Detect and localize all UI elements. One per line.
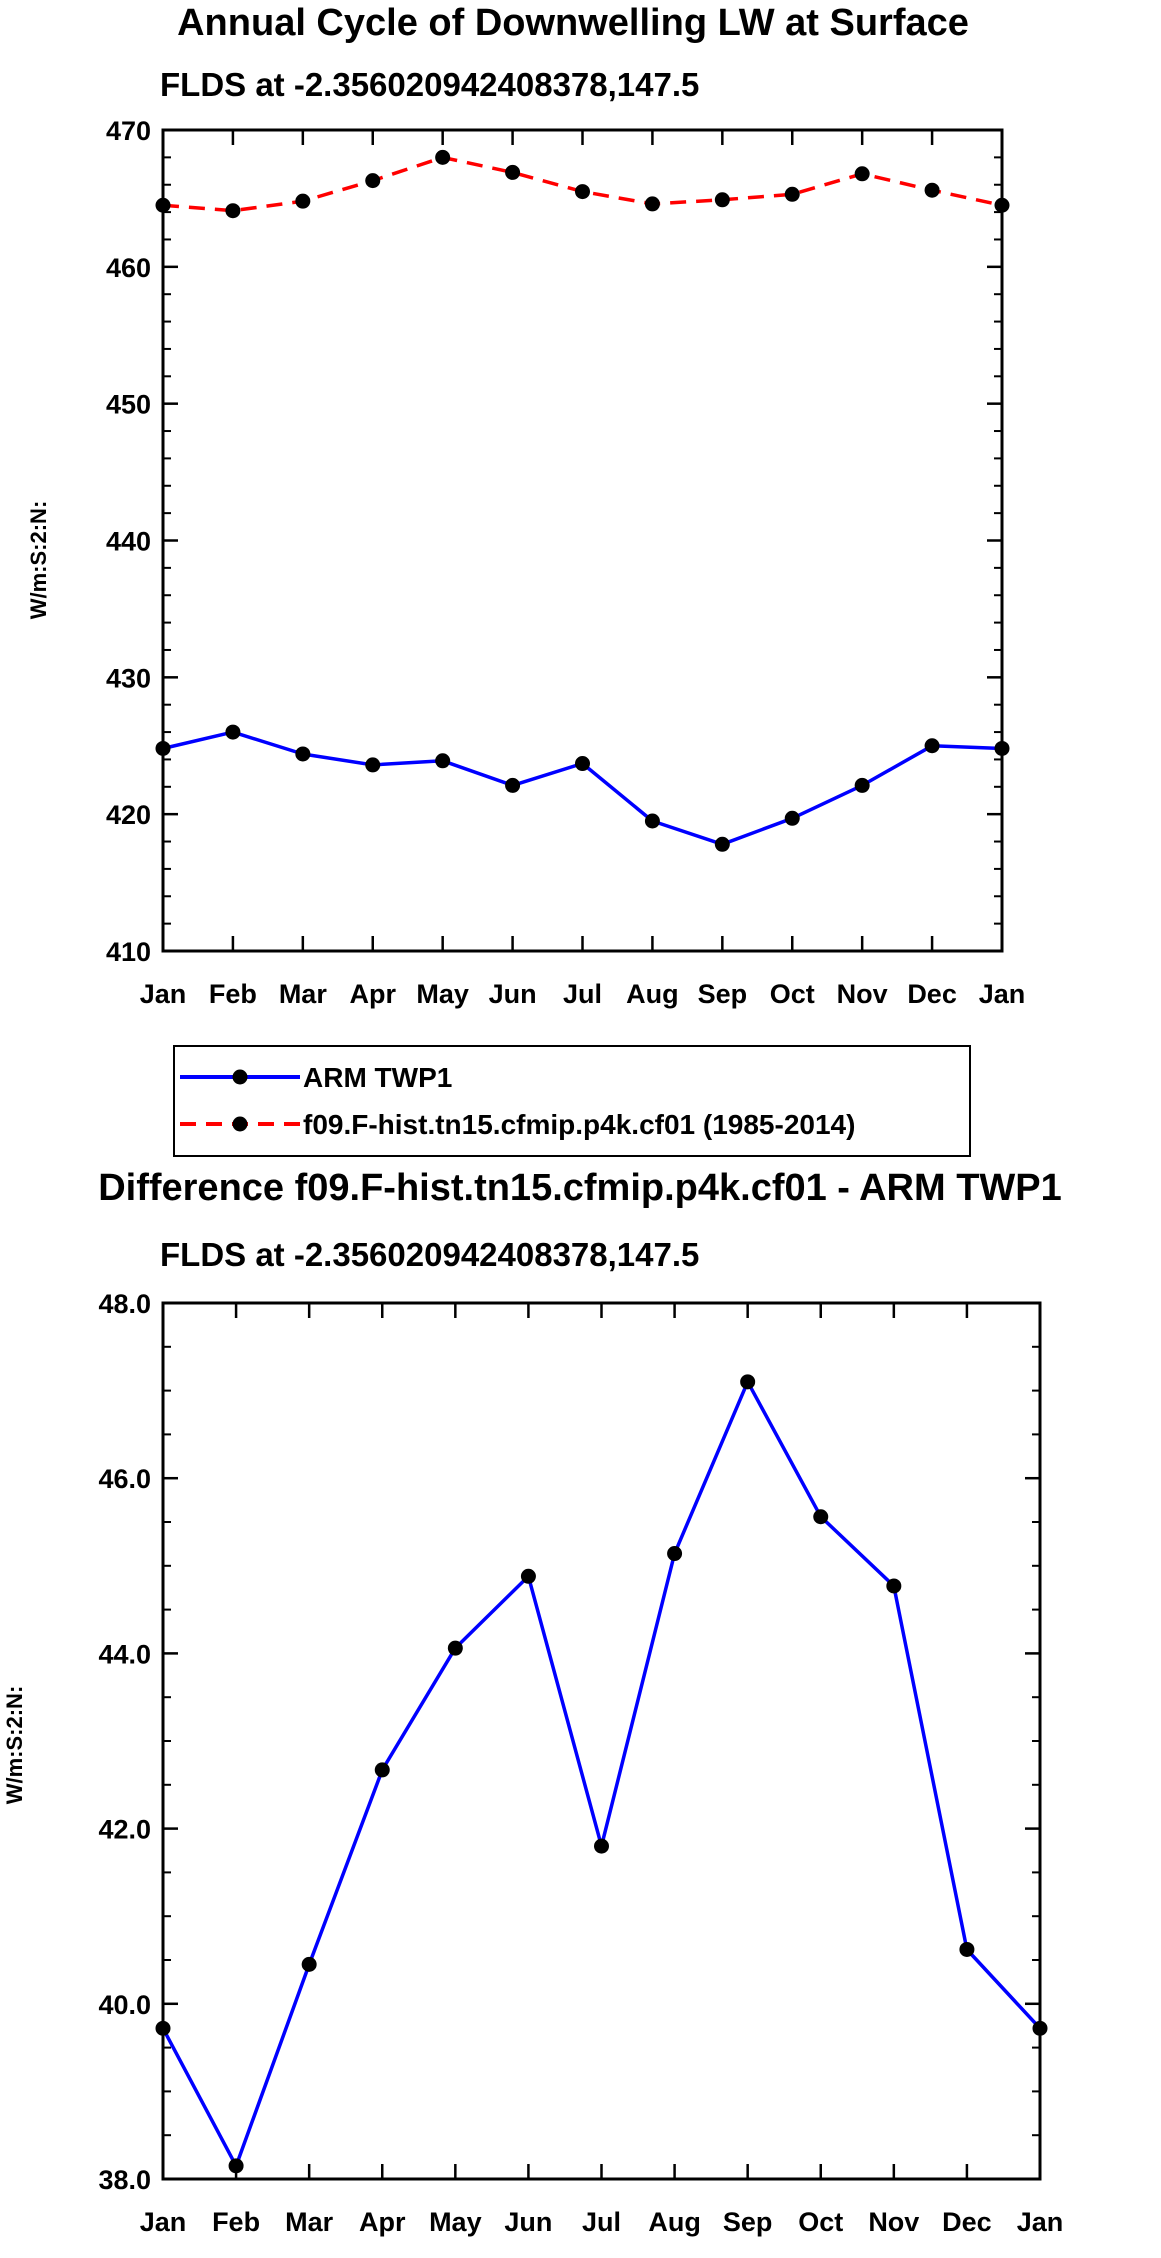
chart-2-xtick-label: May <box>429 2207 482 2237</box>
chart-1-series-1-point <box>784 810 800 826</box>
chart-2-xtick-label: Aug <box>648 2207 700 2237</box>
chart-1-series-2-point <box>295 193 311 209</box>
chart-1-series-2-point <box>225 203 241 219</box>
chart-2-series-1-point <box>740 1374 756 1390</box>
chart-1-ytick-label: 430 <box>106 663 151 693</box>
chart-2-xtick-label: Feb <box>212 2207 260 2237</box>
chart-2-xtick-label: Mar <box>285 2207 334 2237</box>
chart-1-xtick-label: Jun <box>489 979 537 1009</box>
chart-2-xtick-label: Jul <box>582 2207 621 2237</box>
chart-2-series-1-point <box>301 1956 317 1972</box>
chart-difference: Difference f09.F-hist.tn15.cfmip.p4k.cf0… <box>2 1167 1063 2237</box>
chart-1-xtick-label: Dec <box>907 979 957 1009</box>
chart-2-series-1-point <box>228 2158 244 2174</box>
chart-2-series-1-point <box>667 1546 683 1562</box>
chart-1-series-2-line <box>162 155 1003 213</box>
chart-1-series-1-point <box>225 724 241 740</box>
chart-2-series <box>155 1374 1048 2174</box>
chart-1-xtick-label: Nov <box>837 979 888 1009</box>
chart-2-series-1-point <box>813 1509 829 1525</box>
chart-1-ylabel: W/m:S:2:N: <box>26 501 51 620</box>
chart-1-series-1-line <box>162 730 1003 847</box>
chart-1-xtick-label: Oct <box>770 979 815 1009</box>
chart-1-title: Annual Cycle of Downwelling LW at Surfac… <box>177 2 969 44</box>
chart-2-xtick-label: Jan <box>1017 2207 1064 2237</box>
chart-2-title: Difference f09.F-hist.tn15.cfmip.p4k.cf0… <box>98 1167 1062 1209</box>
chart-1-ytick-label: 450 <box>106 390 151 420</box>
chart-1-xtick-label: Jul <box>563 979 602 1009</box>
chart-1-xtick-label: Jan <box>979 979 1026 1009</box>
chart-1-tick-labels: Jan Feb Mar Apr May Jun Jul Aug Sep Oct Nov Dec Jan 4… <box>106 116 1025 1009</box>
chart-1-series-1-point <box>505 777 521 793</box>
chart-1-ytick-label: 440 <box>106 527 151 557</box>
chart-1-subtitle: FLDS at -2.356020942408378,147.5 <box>160 66 699 103</box>
chart-annual-cycle: Annual Cycle of Downwelling LW at Surfac… <box>26 2 1025 1157</box>
chart-1-series-2-point <box>784 186 800 202</box>
chart-1-xtick-label: May <box>416 979 469 1009</box>
legend-marker-model <box>232 1116 248 1132</box>
chart-2-ytick-label: 42.0 <box>98 1815 151 1845</box>
chart-1-ticks <box>161 128 1004 953</box>
chart-2-series-1-line <box>161 1380 1042 2168</box>
chart-2-ticks <box>161 1301 1042 2181</box>
chart-2-subtitle: FLDS at -2.356020942408378,147.5 <box>160 1236 699 1273</box>
chart-2-ylabel: W/m:S:2:N: <box>2 1686 27 1805</box>
chart-1-series-1-point <box>644 813 660 829</box>
chart-1-series-1-point <box>435 753 451 769</box>
chart-2-series-1-point <box>374 1762 390 1778</box>
chart-1-series-2-point <box>575 184 590 200</box>
chart-1-xtick-label: Aug <box>626 979 678 1009</box>
chart-2-xtick-label: Dec <box>942 2207 992 2237</box>
chart-1-legend: ARM TWP1 f09.F-hist.tn15.cfmip.p4k.cf01 … <box>173 1045 971 1157</box>
chart-2-tick-labels: Jan Feb Mar Apr May Jun Jul Aug Sep Oct Nov Dec Jan 3… <box>98 1289 1063 2237</box>
chart-1-xtick-label: Feb <box>209 979 257 1009</box>
chart-2-ytick-label: 48.0 <box>98 1289 151 1319</box>
chart-2-xtick-label: Sep <box>723 2207 773 2237</box>
chart-2-plot-frame <box>161 1301 1042 2181</box>
chart-1-series <box>155 149 1010 852</box>
chart-1-ytick-label: 470 <box>106 116 151 146</box>
chart-1-series-1-point <box>854 777 870 793</box>
chart-2-series-1-point <box>886 1578 902 1594</box>
chart-2-xtick-label: Nov <box>868 2207 919 2237</box>
chart-2-xtick-label: Oct <box>798 2207 843 2237</box>
chart-1-series-2-point <box>924 182 940 198</box>
chart-2-xtick-label: Apr <box>359 2207 406 2237</box>
chart-1-series-1-point <box>575 756 590 772</box>
chart-1-series-1-point <box>295 746 311 762</box>
chart-1-xtick-label: Jan <box>140 979 187 1009</box>
legend-label-arm: ARM TWP1 <box>303 1062 452 1093</box>
chart-2-ytick-label: 40.0 <box>98 1990 151 2020</box>
chart-2-xtick-label: Jun <box>504 2207 552 2237</box>
chart-1-xtick-label: Mar <box>279 979 328 1009</box>
chart-2-series-1-point <box>959 1941 975 1957</box>
chart-1-series-1-point <box>924 738 940 754</box>
chart-1-series-1-point <box>714 836 730 852</box>
legend-marker-arm <box>232 1069 248 1085</box>
chart-1-xtick-label: Apr <box>350 979 397 1009</box>
legend-box <box>173 1045 971 1157</box>
chart-1-series-2-point <box>714 192 730 208</box>
chart-2-ytick-label: 44.0 <box>98 1639 151 1669</box>
chart-1-series-2-point <box>854 166 870 182</box>
chart-1-xtick-label: Sep <box>698 979 748 1009</box>
chart-1-series-2-point <box>644 196 660 212</box>
legend-label-model: f09.F-hist.tn15.cfmip.p4k.cf01 (1985-201… <box>303 1109 855 1140</box>
chart-1-ytick-label: 410 <box>106 937 151 967</box>
chart-1-series-2-point <box>435 149 451 165</box>
chart-2-series-1-point <box>594 1838 609 1854</box>
chart-1-series-1-point <box>365 757 381 773</box>
chart-1-ytick-label: 420 <box>106 800 151 830</box>
chart-2-ytick-label: 38.0 <box>98 2165 151 2195</box>
chart-2-series-1-point <box>520 1568 536 1584</box>
chart-1-plot-frame <box>161 128 1004 953</box>
chart-2-xtick-label: Jan <box>140 2207 187 2237</box>
chart-1-ytick-label: 460 <box>106 253 151 283</box>
chart-2-series-1-point <box>447 1640 463 1656</box>
chart-1-series-2-point <box>365 173 381 189</box>
chart-2-ytick-label: 46.0 <box>98 1464 151 1494</box>
chart-1-series-2-point <box>505 164 521 180</box>
